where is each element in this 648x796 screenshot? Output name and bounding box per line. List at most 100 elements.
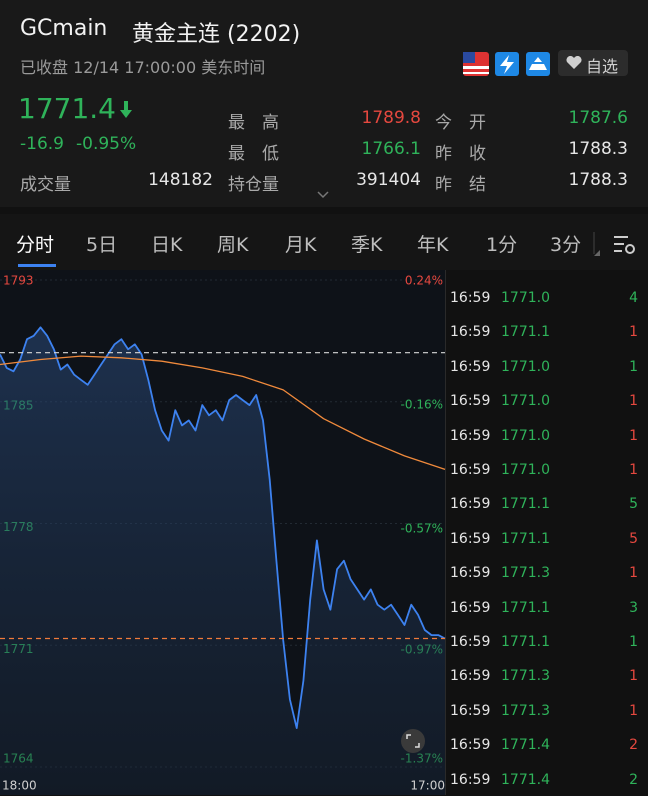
change-pct: -0.95% (76, 134, 137, 154)
trade-time: 16:59 (450, 565, 491, 582)
y2-tick-label: -0.57% (401, 522, 443, 536)
trade-row: 16:59 1771.0 1 (448, 349, 644, 383)
flag-stripe (463, 72, 489, 74)
tab[interactable]: 1分 (486, 234, 518, 256)
stat-label: 今 开 (435, 113, 486, 133)
status: 已收盘 12/14 17:00:00 美东时间 (20, 58, 266, 77)
trade-price: 1771.0 (501, 427, 550, 444)
trade-time: 16:59 (450, 358, 491, 375)
bolt (500, 55, 514, 74)
tab[interactable]: 3分 (550, 234, 582, 256)
menu-icon[interactable] (592, 228, 642, 258)
tab[interactable]: 日K (151, 234, 183, 256)
trade-price: 1771.3 (501, 668, 550, 685)
area (0, 327, 445, 795)
trade-time: 16:59 (450, 496, 491, 513)
y-tick-label: 1793 (3, 274, 34, 288)
trade-volume: 1 (629, 462, 638, 478)
last-price: 1771.4 (18, 92, 116, 125)
trade-row: 16:59 1771.1 5 (448, 486, 644, 520)
trade-price: 1771.1 (501, 324, 550, 341)
line (0, 326, 446, 729)
trade-row: 16:59 1771.4 2 (448, 762, 644, 796)
flag-canton (463, 52, 475, 63)
trade-row: 16:59 1771.0 4 (448, 280, 644, 314)
trade-time: 16:59 (450, 771, 491, 788)
x-tick-label: 18:00 (2, 779, 37, 793)
fullscreen-glyph (406, 734, 420, 748)
trade-time: 16:59 (450, 634, 491, 650)
trade-row: 16:59 1771.3 1 (448, 555, 644, 589)
down-arrow (120, 101, 132, 118)
watch-label: 自选 (586, 57, 619, 76)
tab-underline (18, 264, 56, 267)
gold-bars (529, 57, 547, 70)
trade-volume: 1 (629, 324, 638, 341)
contract-name: 黄金主连 (2202) (132, 22, 301, 47)
stat-value: 1789.8 (361, 108, 421, 128)
trade-price: 1771.4 (501, 737, 550, 754)
stat-label: 持仓量 (228, 175, 279, 195)
trade-row: 16:59 1771.0 1 (448, 452, 644, 486)
trade-volume: 1 (629, 634, 638, 650)
tab[interactable]: 年K (417, 234, 449, 256)
stat-label: 昨 结 (435, 175, 486, 195)
trade-volume: 1 (629, 393, 638, 410)
trade-time: 16:59 (450, 393, 491, 410)
trade-row: 16:59 1771.1 1 (448, 314, 644, 348)
trade-volume: 5 (629, 530, 638, 547)
trade-time: 16:59 (450, 427, 491, 444)
tab[interactable]: 分时 (16, 234, 55, 256)
line (0, 355, 446, 471)
x-tick-label: 17:00 (410, 779, 445, 793)
trade-price: 1771.1 (501, 496, 550, 513)
tab-bar: 分时 5日 日K 周K 月K 季K 年K 1分 3分 (0, 214, 648, 270)
trade-price: 1771.3 (501, 702, 550, 719)
trade-volume: 1 (629, 358, 638, 375)
trade-row: 16:59 1771.4 2 (448, 727, 644, 761)
trade-price: 1771.0 (501, 462, 550, 478)
stat-value: 1788.3 (568, 170, 628, 190)
trade-time: 16:59 (450, 290, 491, 306)
trade-time: 16:59 (450, 599, 491, 616)
trade-time: 16:59 (450, 702, 491, 719)
trade-price: 1771.1 (501, 599, 550, 616)
stat-value: 1787.6 (568, 108, 628, 128)
fullscreen-button[interactable] (401, 729, 425, 753)
symbol: GCmain (20, 16, 108, 41)
trade-volume: 1 (629, 427, 638, 444)
trade-time: 16:59 (450, 668, 491, 685)
trade-price: 1771.0 (501, 393, 550, 410)
trade-price: 1771.0 (501, 358, 550, 375)
trade-time: 16:59 (450, 324, 491, 341)
trade-volume: 1 (629, 565, 638, 582)
trade-price: 1771.3 (501, 565, 550, 582)
trade-time: 16:59 (450, 737, 491, 754)
trade-row: 16:59 1771.1 1 (448, 624, 644, 658)
stat-value: 1766.1 (361, 139, 421, 159)
trade-volume: 4 (629, 290, 638, 306)
stat-value: 391404 (356, 170, 421, 190)
trade-volume: 2 (629, 771, 638, 788)
stat-value: 148182 (148, 170, 213, 190)
tab[interactable]: 周K (217, 234, 249, 256)
expand-chevron[interactable] (316, 190, 330, 200)
tab[interactable]: 月K (285, 234, 317, 256)
trade-volume: 2 (629, 737, 638, 754)
trade-volume: 3 (629, 599, 638, 616)
trade-row: 16:59 1771.1 3 (448, 590, 644, 624)
stat-label: 最 低 (228, 144, 279, 164)
chart: 179317851778177117640.24%-0.16%-0.57%-0.… (0, 270, 446, 795)
stat-label: 成交量 (20, 175, 71, 195)
trade-volume: 5 (629, 496, 638, 513)
flag-stripe (463, 66, 489, 69)
tab[interactable]: 季K (351, 234, 383, 256)
trade-volume: 1 (629, 668, 638, 685)
watch-button[interactable]: 自选 (558, 50, 628, 76)
header: GCmain 黄金主连 (2202) 已收盘 12/14 17:00:00 美东… (0, 0, 648, 207)
trade-volume: 1 (629, 702, 638, 719)
tab[interactable]: 5日 (86, 234, 118, 256)
trade-time: 16:59 (450, 462, 491, 478)
y2-tick-label: -0.16% (401, 397, 443, 411)
